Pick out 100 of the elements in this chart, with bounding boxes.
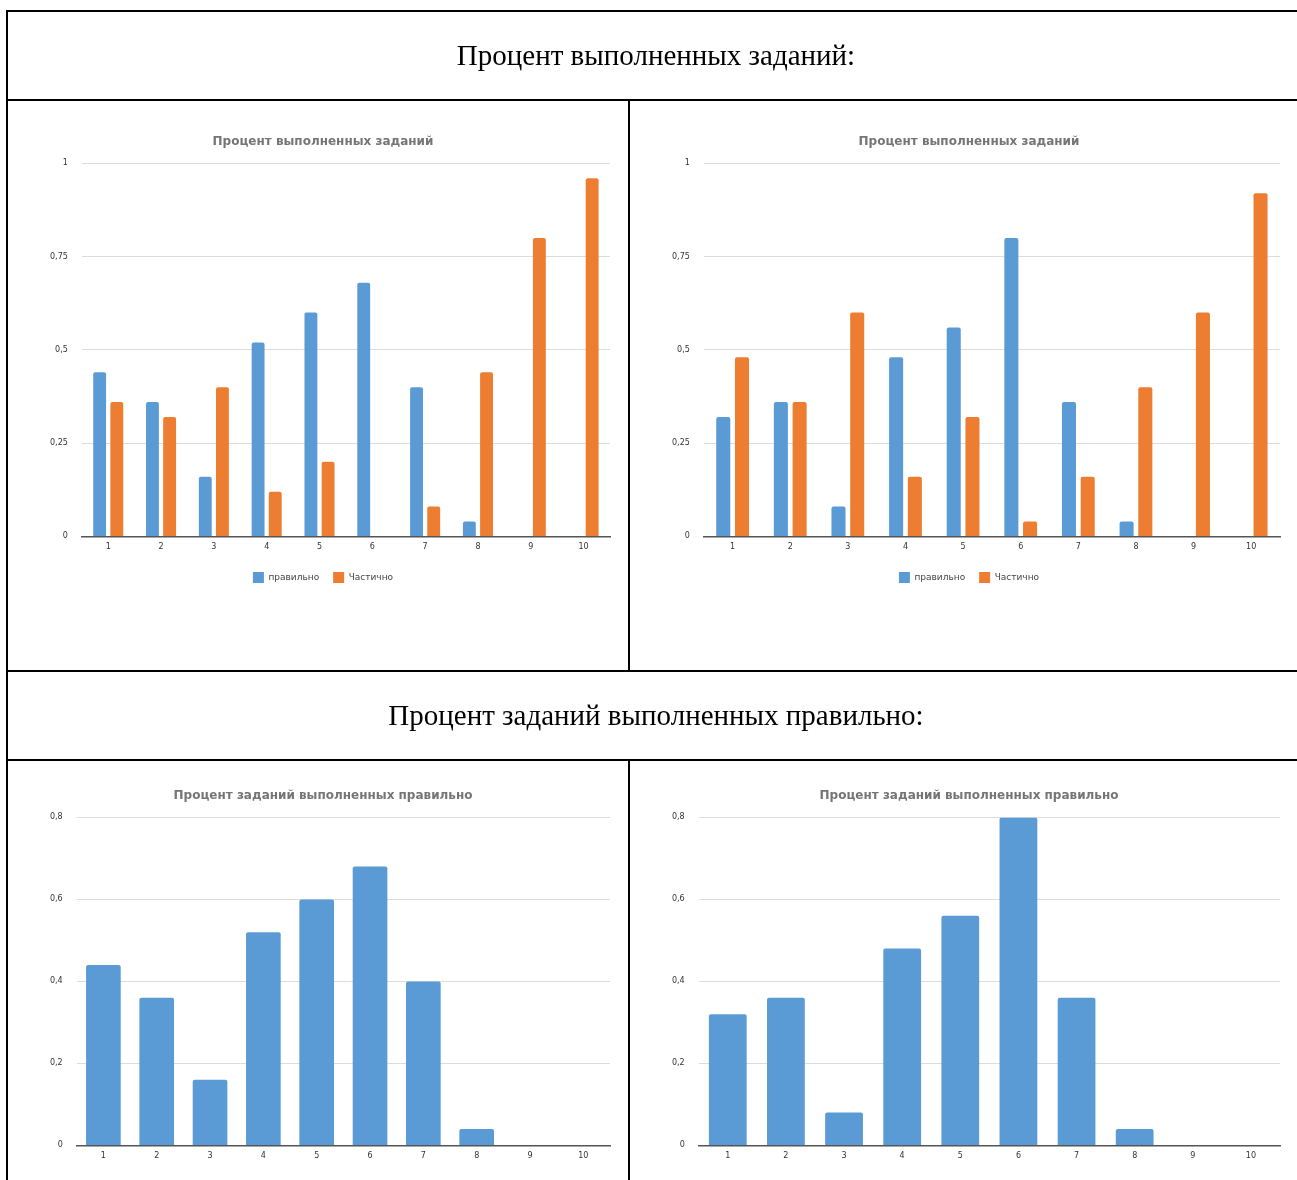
x-tick-label: 5 (960, 542, 966, 552)
bar (850, 312, 865, 536)
y-tick-label: 1 (62, 158, 68, 168)
bar (480, 372, 493, 536)
x-tick-label: 4 (264, 542, 270, 552)
bar (773, 402, 788, 536)
bar (304, 312, 318, 536)
x-tick-label: 7 (1075, 542, 1081, 552)
bar (883, 948, 922, 1145)
bar (889, 357, 904, 536)
bar (965, 417, 980, 536)
y-tick-label: 0,6 (671, 894, 685, 904)
y-tick-label: 0,2 (49, 1058, 63, 1068)
x-tick-label: 10 (1245, 1151, 1257, 1161)
bar (907, 476, 922, 536)
x-tick-label: 8 (1132, 1151, 1138, 1161)
y-tick-label: 0,4 (671, 976, 685, 986)
x-tick-label: 8 (475, 542, 481, 552)
y-tick-label: 0,6 (49, 894, 63, 904)
bar (246, 932, 281, 1145)
x-tick-label: 3 (211, 542, 217, 552)
x-tick-label: 2 (787, 542, 793, 552)
x-tick-label: 7 (422, 542, 428, 552)
y-tick-label: 0 (684, 531, 690, 541)
bar (1080, 476, 1095, 536)
bar (139, 997, 175, 1145)
x-tick-label: 9 (1190, 1151, 1196, 1161)
x-tick-label: 7 (1074, 1151, 1080, 1161)
y-tick-label: 1 (684, 158, 690, 168)
x-tick-label: 6 (1018, 542, 1024, 552)
x-tick-label: 4 (899, 1151, 905, 1161)
bar (532, 238, 546, 536)
bar (1138, 387, 1153, 536)
x-tick-label: 7 (420, 1151, 426, 1161)
y-tick-label: 0,75 (672, 251, 690, 261)
x-tick-label: 4 (260, 1151, 266, 1161)
y-tick-label: 0,75 (50, 251, 68, 261)
x-tick-label: 10 (578, 542, 589, 552)
y-tick-label: 0,8 (671, 812, 685, 822)
bar (216, 387, 229, 536)
x-tick-label: 2 (783, 1151, 789, 1161)
y-tick-label: 0,2 (671, 1058, 685, 1068)
legend-label: правильно (268, 571, 320, 582)
bar (251, 342, 265, 536)
y-tick-label: 0,5 (55, 344, 68, 354)
x-tick-label: 2 (158, 542, 164, 552)
bar (792, 402, 807, 536)
x-tick-label: 5 (316, 542, 323, 552)
bar (427, 506, 441, 536)
bar (1057, 997, 1096, 1145)
y-tick-label: 0 (57, 1140, 63, 1150)
x-tick-label: 3 (207, 1151, 213, 1161)
bar (708, 1014, 747, 1145)
bar (410, 387, 423, 536)
bar (716, 417, 731, 536)
x-tick-label: 6 (367, 1151, 373, 1161)
chart-title: Процент выполненных заданий (212, 134, 434, 149)
bar (825, 1112, 863, 1145)
bar (192, 1079, 228, 1145)
x-tick-label: 4 (902, 542, 909, 552)
y-tick-label: 0 (62, 531, 68, 541)
bar (1115, 1129, 1154, 1145)
bar (1061, 402, 1076, 536)
x-tick-label: 2 (154, 1151, 160, 1161)
bar (831, 506, 846, 536)
bar (1119, 521, 1134, 536)
y-tick-label: 0,25 (672, 438, 690, 448)
bar (1023, 521, 1038, 536)
chart-title: Процент заданий выполненных правильно (819, 788, 1119, 803)
x-tick-label: 1 (730, 542, 736, 552)
x-tick-label: 10 (578, 1151, 589, 1161)
bar (999, 817, 1038, 1145)
bar (941, 915, 980, 1145)
x-tick-label: 9 (1191, 542, 1197, 552)
bar (1004, 238, 1019, 536)
x-tick-label: 3 (841, 1151, 847, 1161)
x-tick-label: 10 (1246, 542, 1257, 552)
x-tick-label: 9 (528, 542, 534, 552)
x-tick-label: 6 (369, 542, 375, 552)
chart-title: Процент выполненных заданий (858, 134, 1080, 149)
x-tick-label: 5 (957, 1151, 963, 1161)
y-tick-label: 0 (679, 1140, 685, 1150)
x-tick-label: 1 (100, 1151, 106, 1161)
chart-title: Процент заданий выполненных правильно (173, 788, 473, 803)
bar (1253, 193, 1268, 536)
bar (459, 1129, 495, 1145)
y-tick-label: 0,4 (49, 976, 63, 986)
legend-label: правильно (914, 571, 966, 582)
x-tick-label: 3 (845, 542, 851, 552)
bar (406, 981, 441, 1145)
bar (462, 521, 476, 536)
x-tick-label: 1 (725, 1151, 731, 1161)
legend-label: Частично (348, 571, 394, 582)
bar (299, 899, 335, 1145)
bar (86, 965, 121, 1145)
x-tick-label: 8 (1133, 542, 1139, 552)
bar (110, 402, 124, 536)
x-tick-label: 9 (527, 1151, 533, 1161)
bar (585, 178, 599, 536)
bar (734, 357, 750, 536)
